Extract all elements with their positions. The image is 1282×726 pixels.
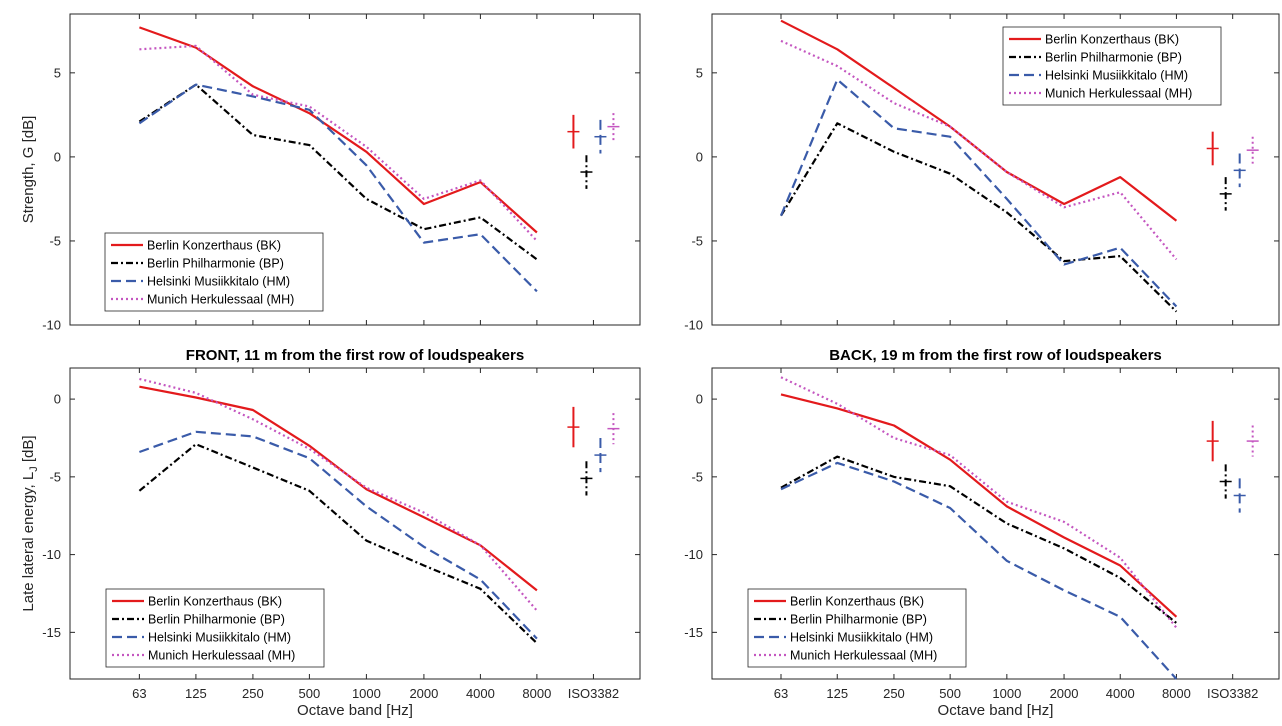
legend: Berlin Konzerthaus (BK) Berlin Philharmon…: [1002, 26, 1222, 106]
chart-panel-tl: -10 -5 0 5 Berlin Konzerthaus (BK) Berlin Phi…: [20, 13, 641, 333]
x-tick-label: 63: [774, 686, 788, 701]
chart-panel-bl: -15 -10 -5 0 63 125 250 500 1000 2000 4000 8000 ISO3…: [20, 347, 641, 719]
legend: Berlin Konzerthaus (BK) Berlin Philharmon…: [104, 232, 324, 312]
y-tick-label: -5: [691, 233, 703, 248]
x-tick-label: 125: [826, 686, 848, 701]
y-tick-label: 0: [54, 149, 61, 164]
y-tick-label: -10: [42, 318, 61, 333]
y-tick-label: -5: [49, 233, 61, 248]
x-tick-label: 500: [299, 686, 321, 701]
legend-entry: Munich Herkulessaal (MH): [790, 649, 937, 663]
x-tick-label: 500: [939, 686, 961, 701]
series-line-1: [780, 393, 1178, 618]
y-axis-label: Late lateral energy, LJ [dB]: [20, 435, 40, 611]
x-axis-label: Octave band [Hz]: [297, 702, 413, 719]
x-tick-label: 4000: [1106, 686, 1135, 701]
y-tick-label: -10: [684, 547, 703, 562]
chart-title: BACK, 19 m from the first row of loudspe…: [829, 347, 1162, 364]
legend-entry: Berlin Philharmonie (BP): [1045, 51, 1182, 65]
legend-entry: Berlin Konzerthaus (BK): [790, 595, 924, 609]
series-line-3: [138, 83, 538, 293]
y-tick-label: 0: [696, 392, 703, 407]
y-tick-label: -10: [42, 547, 61, 562]
x-tick-label: 4000: [466, 686, 495, 701]
series-line-4: [139, 44, 538, 242]
x-tick-label: 250: [883, 686, 905, 701]
y-axis-label-subscript: J: [28, 466, 40, 472]
legend-entry: Berlin Konzerthaus (BK): [147, 239, 281, 253]
legend-entry: Helsinki Musiikkitalo (HM): [148, 631, 291, 645]
series-line-4: [780, 376, 1178, 629]
x-tick-label-iso: ISO3382: [1207, 686, 1258, 701]
x-tick-label: 2000: [409, 686, 438, 701]
x-tick-label: 1000: [992, 686, 1021, 701]
legend-entry: Berlin Philharmonie (BP): [790, 613, 927, 627]
x-tick-label: 125: [185, 686, 207, 701]
y-tick-label: 5: [696, 65, 703, 80]
legend-entry: Berlin Philharmonie (BP): [148, 613, 285, 627]
x-tick-label-iso: ISO3382: [568, 686, 619, 701]
legend-entry: Munich Herkulessaal (MH): [147, 293, 294, 307]
legend: Berlin Konzerthaus (BK) Berlin Philharmon…: [747, 588, 967, 668]
legend-entry: Berlin Konzerthaus (BK): [148, 595, 282, 609]
series-line-3: [779, 78, 1178, 308]
y-tick-label: 0: [54, 392, 61, 407]
legend-entry: Helsinki Musiikkitalo (HM): [147, 275, 290, 289]
y-tick-label: -5: [691, 469, 703, 484]
series-line-2: [138, 83, 538, 261]
legend-entry: Helsinki Musiikkitalo (HM): [1045, 69, 1188, 83]
y-tick-label: -10: [684, 318, 703, 333]
legend-entry: Berlin Philharmonie (BP): [147, 257, 284, 271]
x-tick-label: 63: [132, 686, 146, 701]
series-line-1: [139, 26, 538, 234]
legend-entry: Munich Herkulessaal (MH): [148, 649, 295, 663]
chart-panel-br: -15 -10 -5 0 63 125 250 500 1000 2000 4000 8000 ISO3…: [684, 347, 1280, 719]
series-line-4: [780, 39, 1178, 261]
y-axis-label-unit: [dB]: [20, 435, 37, 466]
legend-entry: Munich Herkulessaal (MH): [1045, 87, 1192, 101]
chart-panel-tr: -10 -5 0 5 Berlin Konzerthaus (BK) Berlin Phi…: [684, 13, 1280, 333]
series-line-2: [780, 455, 1178, 624]
series-line-2: [780, 122, 1178, 313]
series-line-3: [780, 461, 1178, 680]
x-tick-label: 250: [242, 686, 264, 701]
x-tick-label: 8000: [1162, 686, 1191, 701]
y-tick-label: -15: [42, 625, 61, 640]
legend: Berlin Konzerthaus (BK) Berlin Philharmon…: [105, 588, 325, 668]
x-tick-label: 1000: [352, 686, 381, 701]
x-tick-label: 8000: [522, 686, 551, 701]
legend-entry: Helsinki Musiikkitalo (HM): [790, 631, 933, 645]
chart-title: FRONT, 11 m from the first row of loudsp…: [186, 347, 524, 364]
y-tick-label: -15: [684, 625, 703, 640]
y-tick-label: 5: [54, 65, 61, 80]
x-axis-label: Octave band [Hz]: [938, 702, 1054, 719]
legend-entry: Berlin Konzerthaus (BK): [1045, 33, 1179, 47]
y-axis-label-main: Late lateral energy, L: [20, 472, 37, 612]
y-axis-label-main: Strength, G [dB]: [20, 116, 37, 224]
series-line-3: [139, 430, 538, 640]
series-line-2: [138, 443, 538, 644]
y-tick-label: -5: [49, 469, 61, 484]
x-tick-label: 2000: [1050, 686, 1079, 701]
series-line-4: [139, 377, 538, 612]
y-tick-label: 0: [696, 149, 703, 164]
y-axis-label: Strength, G [dB]: [20, 116, 37, 224]
